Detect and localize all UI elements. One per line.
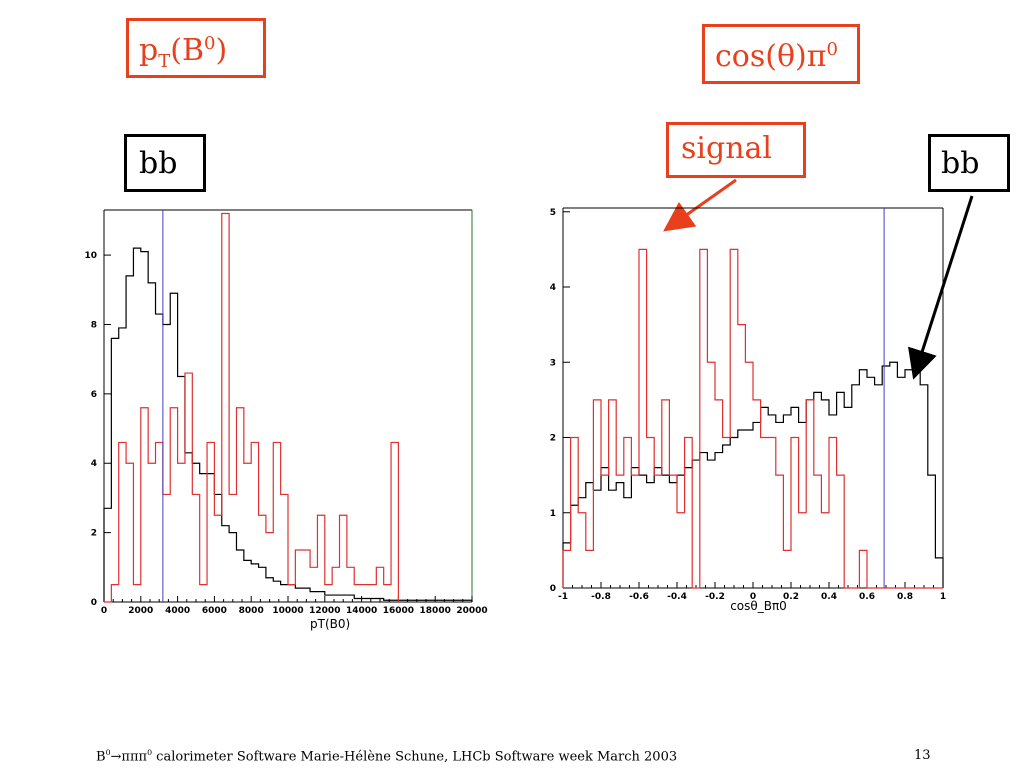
left-x-tick-label: 0 [101,606,107,616]
left-y-tick-label: 10 [84,251,97,261]
left-y-tick-label: 8 [91,320,97,330]
right-series-1 [562,248,943,589]
right-x-tick-label: -1 [558,592,568,602]
right-histogram: -1 -0.8 -0.6 -0.4 -0.2 0 0.2 0.4 0.6 0.8 1 0 1 2 3 4 5 co… [550,207,946,613]
left-series-1 [104,212,399,603]
right-y-tick-label: 3 [550,358,556,368]
right-x-tick-label: 1 [940,592,946,602]
page-number: 13 [914,748,931,763]
right-y-tick-label: 2 [550,434,556,444]
right-y-tick-label: 0 [550,584,556,594]
bb-left-label: bb [124,134,206,192]
right-x-tick-label: 0.4 [821,592,837,602]
right-x-tick-label: -0.2 [705,592,725,602]
left-x-tick-label: 8000 [239,606,264,616]
left-chart-title: pT(B0) [126,18,266,78]
footer-text: B0→πππ0 calorimeter Software Marie-Hélèn… [96,748,678,765]
right-series-0 [562,361,944,588]
left-y-tick-label: 2 [91,529,97,539]
left-x-tick-label: 18000 [420,606,451,616]
right-chart-title: cos(θ)π0 [702,24,860,84]
left-x-tick-label: 16000 [383,606,414,616]
left-x-tick-label: 10000 [272,606,303,616]
left-x-tick-label: 2000 [128,606,153,616]
x-axis-title-right: cosθ_Bπ0 [730,599,787,613]
right-y-tick-label: 4 [550,283,556,293]
right-x-tick-label: 0.8 [897,592,913,602]
left-x-tick-label: 14000 [346,606,377,616]
bb-right-label: bb [928,134,1010,192]
left-y-tick-label: 4 [91,459,97,469]
signal-label: signal [666,122,806,178]
right-x-tick-label: 0 [750,592,756,602]
right-y-tick-label: 5 [550,208,556,218]
left-x-tick-label: 12000 [309,606,340,616]
right-y-tick-label: 1 [550,509,556,519]
left-y-tick-label: 6 [91,390,97,400]
right-x-tick-label: -0.8 [591,592,611,602]
right-x-tick-label: -0.4 [667,592,687,602]
left-y-tick-label: 0 [91,598,97,608]
right-x-tick-label: 0.6 [859,592,875,602]
right-x-tick-label: 0.2 [783,592,799,602]
left-x-tick-label: 6000 [202,606,227,616]
left-series-0 [103,247,473,602]
x-axis-title-left: pT(B0) [310,617,350,631]
left-histogram: 0 2000 4000 6000 8000 10000 12000 14000 16000 180… [84,209,488,631]
right-x-tick-label: -0.6 [629,592,649,602]
signal-arrow [663,178,737,232]
left-x-tick-label: 20000 [456,606,487,616]
left-x-tick-label: 4000 [165,606,190,616]
